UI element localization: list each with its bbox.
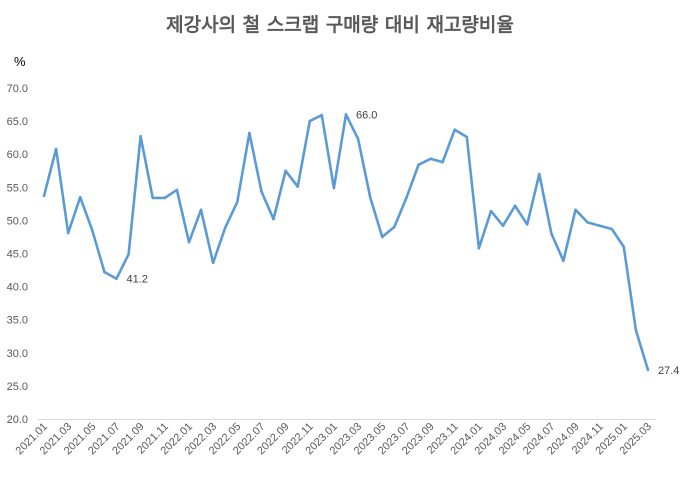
y-tick-label: 35.0 — [7, 315, 28, 327]
data-point — [260, 189, 263, 193]
data-point — [622, 245, 626, 249]
data-point — [54, 147, 58, 151]
data-point — [598, 224, 601, 227]
data-label: 41.2 — [126, 274, 147, 286]
data-label: 27.4 — [658, 365, 679, 377]
data-point — [332, 186, 336, 190]
data-label: 66.0 — [356, 109, 377, 121]
data-point — [103, 270, 106, 274]
data-point — [441, 160, 444, 164]
data-point — [344, 113, 348, 116]
data-point — [634, 328, 638, 332]
chart-title: 제강사의 철 스크랩 구매량 대비 재고량비율 — [166, 14, 514, 36]
y-tick-label: 60.0 — [7, 149, 28, 161]
data-point — [537, 172, 541, 176]
data-point — [501, 224, 505, 227]
y-tick-label: 25.0 — [7, 381, 28, 393]
data-point — [368, 195, 372, 199]
data-point — [356, 137, 360, 141]
data-point — [163, 196, 167, 200]
data-point — [586, 221, 589, 224]
data-point — [127, 252, 130, 256]
data-point — [380, 235, 384, 239]
data-point — [465, 135, 469, 139]
data-point — [42, 194, 46, 198]
data-point — [550, 232, 553, 235]
data-point — [574, 208, 577, 212]
data-point — [175, 188, 179, 192]
data-point — [393, 225, 396, 229]
data-point — [429, 157, 432, 161]
y-tick-label: 20.0 — [7, 414, 28, 426]
data-point — [151, 196, 155, 200]
data-point — [296, 185, 299, 188]
data-point — [489, 209, 493, 213]
y-tick-label: 40.0 — [7, 282, 28, 294]
y-tick-label: 70.0 — [7, 83, 28, 95]
data-point — [562, 259, 565, 263]
y-tick-label: 50.0 — [7, 215, 28, 227]
data-point — [78, 195, 82, 199]
data-point — [223, 226, 227, 229]
data-point — [91, 229, 94, 232]
data-point — [646, 368, 650, 372]
y-tick-label: 30.0 — [7, 348, 28, 360]
data-point — [139, 135, 142, 138]
data-point — [610, 227, 614, 231]
data-point — [453, 128, 457, 132]
data-point — [405, 196, 408, 200]
series-line — [42, 113, 650, 371]
data-point — [248, 131, 251, 135]
data-point — [320, 113, 324, 117]
y-tick-label: 45.0 — [7, 249, 28, 261]
data-point — [525, 223, 529, 226]
data-point — [199, 208, 203, 212]
data-point — [272, 217, 275, 221]
data-point — [417, 163, 420, 167]
data-point — [513, 204, 517, 208]
data-point — [308, 119, 312, 123]
data-point — [115, 277, 118, 280]
y-tick-label: 65.0 — [7, 116, 28, 128]
y-tick-label: 55.0 — [7, 182, 28, 194]
data-point — [211, 261, 215, 265]
data-point — [284, 169, 287, 173]
data-point — [477, 246, 481, 250]
data-point — [187, 240, 191, 244]
data-point — [66, 231, 70, 235]
y-axis-label: % — [14, 54, 26, 69]
data-point — [235, 200, 239, 204]
